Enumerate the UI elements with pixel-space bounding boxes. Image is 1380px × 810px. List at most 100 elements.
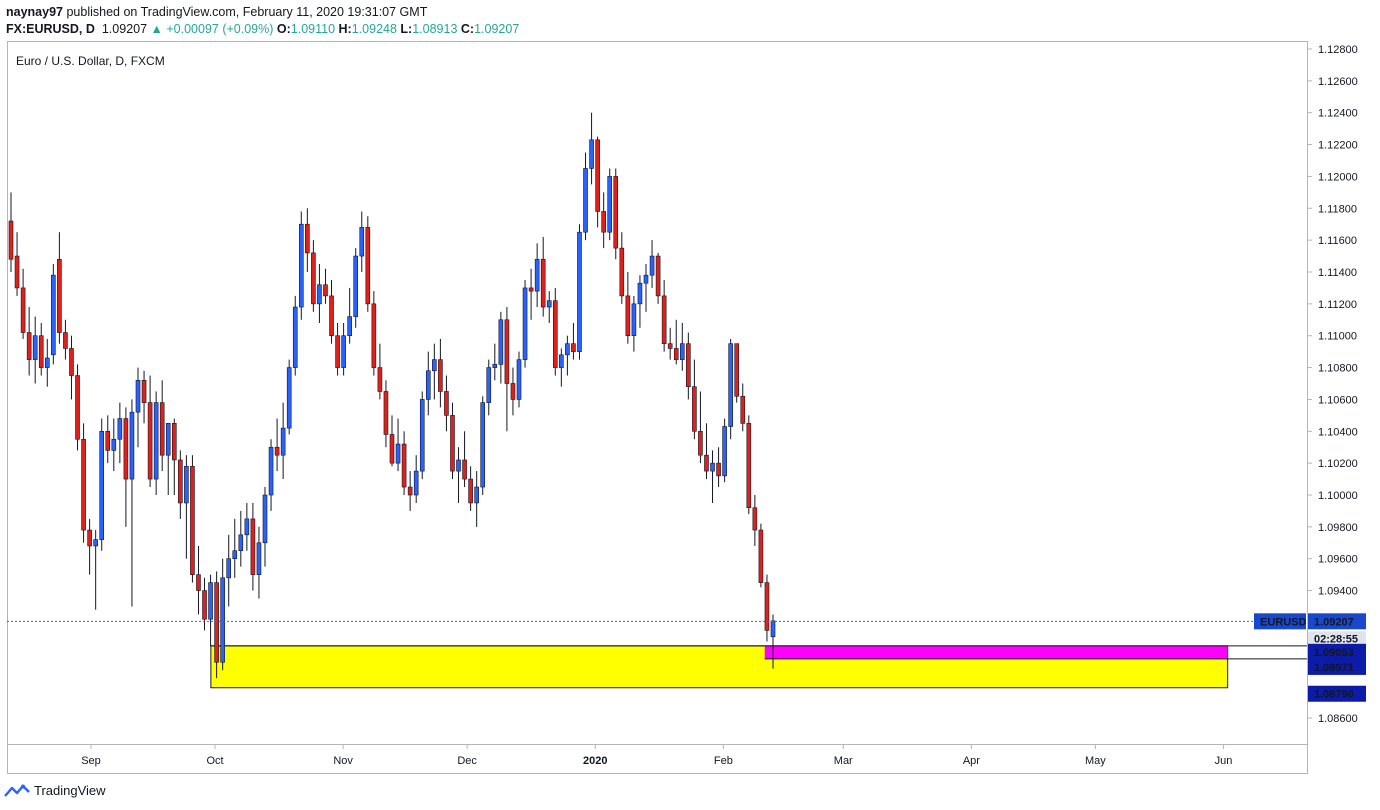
publish-line: naynay97 published on TradingView.com, F…	[6, 5, 427, 19]
candle-body	[63, 332, 68, 349]
candle	[504, 307, 510, 432]
candle-body	[214, 582, 219, 663]
candle-body	[667, 343, 673, 349]
candle	[69, 335, 74, 400]
candle-body	[679, 343, 685, 360]
candle-body	[764, 582, 770, 631]
time-axis[interactable]: Sep Oct Nov Dec 2020 Feb Mar Apr May Jun	[81, 744, 1232, 767]
magenta-zone	[764, 645, 1228, 659]
candle	[8, 192, 14, 272]
candle-body	[311, 252, 316, 305]
price-tick-label: 1.09400	[1318, 586, 1358, 598]
candle-body	[425, 370, 431, 400]
candle-body	[32, 335, 38, 360]
candle	[202, 577, 207, 631]
candle	[292, 295, 298, 376]
symbol-price-tag-bg	[1254, 613, 1306, 630]
price-tick-label: 1.12400	[1318, 108, 1358, 120]
candle-body	[770, 620, 776, 638]
candle	[159, 380, 165, 472]
candle-body	[583, 168, 588, 233]
open-value: 1.09110	[290, 22, 336, 36]
price-tick-label: 1.10200	[1318, 458, 1358, 470]
candle-body	[141, 380, 147, 403]
candle	[438, 338, 443, 408]
price-tick-label: 1.09600	[1318, 554, 1358, 566]
candle-body	[359, 227, 365, 257]
candle	[26, 307, 32, 376]
candle	[178, 450, 183, 519]
candle	[571, 322, 576, 360]
tradingview-footer[interactable]: TradingView	[4, 783, 106, 798]
candle-body	[468, 478, 473, 504]
candle	[32, 316, 38, 384]
candle-body	[38, 335, 44, 368]
candle	[540, 236, 546, 317]
candle-body	[486, 367, 492, 403]
candle-body	[232, 550, 238, 560]
close-label: C:	[460, 22, 475, 36]
candle	[57, 232, 62, 344]
candle	[649, 240, 655, 288]
level-price-tag: 1.09053	[1314, 647, 1354, 659]
candle	[722, 418, 727, 483]
candle	[655, 252, 661, 304]
price-tick-label: 1.11400	[1318, 267, 1357, 279]
candle	[522, 279, 528, 368]
candle-body	[589, 139, 594, 169]
candle	[317, 264, 322, 323]
candle	[371, 291, 377, 376]
candle-body	[280, 427, 286, 456]
open-label: O:	[276, 22, 291, 36]
zones-layer	[210, 645, 1307, 689]
tradingview-brand: TradingView	[34, 783, 106, 798]
candle	[135, 367, 141, 448]
candle-body	[419, 399, 425, 472]
candle-body	[559, 354, 564, 368]
level-price-tag-bg	[1308, 643, 1366, 660]
candle-body	[111, 438, 117, 451]
candle	[565, 335, 570, 376]
candle	[365, 216, 371, 312]
time-tick-label: May	[1085, 755, 1106, 767]
candle	[746, 415, 752, 515]
candle-body	[8, 220, 14, 260]
time-tick-label: 2020	[583, 755, 607, 767]
candle-body	[274, 446, 280, 456]
candle-body	[184, 466, 189, 504]
candle-body	[244, 518, 250, 536]
candle	[165, 423, 171, 495]
candle	[383, 380, 389, 448]
candle	[607, 168, 613, 241]
candle	[425, 351, 431, 416]
candle-body	[226, 558, 232, 579]
time-tick-label: Sep	[81, 755, 101, 767]
candle-body	[117, 418, 123, 440]
candle	[498, 311, 504, 384]
time-tick-label: Apr	[963, 755, 980, 767]
candle-body	[81, 438, 86, 531]
candle	[752, 495, 758, 546]
candle	[117, 402, 123, 464]
candle	[631, 295, 637, 352]
candle	[256, 526, 262, 599]
candle	[87, 518, 92, 575]
candle-body	[389, 434, 395, 464]
candle	[141, 370, 147, 424]
candle	[335, 322, 340, 376]
candle	[432, 343, 437, 400]
candle-body	[673, 348, 679, 360]
change-value: ▲ +0.00097 (+0.09%)	[150, 22, 274, 36]
candle	[220, 558, 225, 671]
price-axis[interactable]: 1.12800 1.12600 1.12400 1.12200 1.12000 1.118…	[1307, 44, 1358, 725]
price-tick-label: 1.11800	[1318, 203, 1357, 215]
candle-body	[728, 343, 733, 427]
candle	[758, 523, 764, 588]
candle-body	[522, 287, 528, 360]
candle	[413, 455, 419, 503]
candle	[704, 423, 709, 480]
candle	[14, 232, 20, 296]
chart-title: Euro / U.S. Dollar, D, FXCM	[16, 54, 165, 68]
candle-body	[516, 359, 522, 400]
